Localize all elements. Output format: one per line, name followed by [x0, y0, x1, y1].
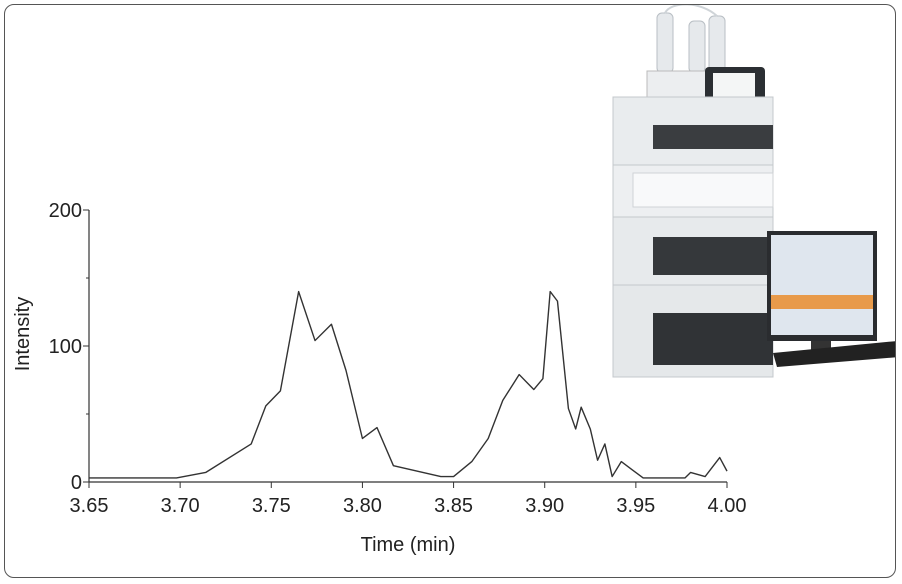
x-tick-label: 3.80 — [343, 495, 382, 517]
x-tick-label: 3.90 — [525, 495, 564, 517]
x-tick-label: 3.70 — [161, 495, 200, 517]
y-axis-label: Intensity — [12, 297, 34, 371]
y-tick-label: 200 — [49, 200, 82, 222]
x-axis-label: Time (min) — [361, 534, 456, 556]
line — [89, 290, 728, 479]
x-tick-label: 4.00 — [708, 495, 747, 517]
x-tick-label: 3.75 — [252, 495, 291, 517]
x-tick-label: 3.95 — [616, 495, 655, 517]
x-tick-label: 3.85 — [434, 495, 473, 517]
x-tick-label: 3.65 — [70, 495, 109, 517]
frame: Intensity Time (min) 0 100 200 3.65 3.70 3.75… — [4, 4, 896, 578]
chart: Intensity Time (min) 0 100 200 3.65 3.70 3.75… — [12, 5, 895, 556]
y-tick-label: 0 — [71, 472, 82, 494]
instrument-image — [612, 5, 895, 378]
y-tick-label: 100 — [49, 336, 82, 358]
